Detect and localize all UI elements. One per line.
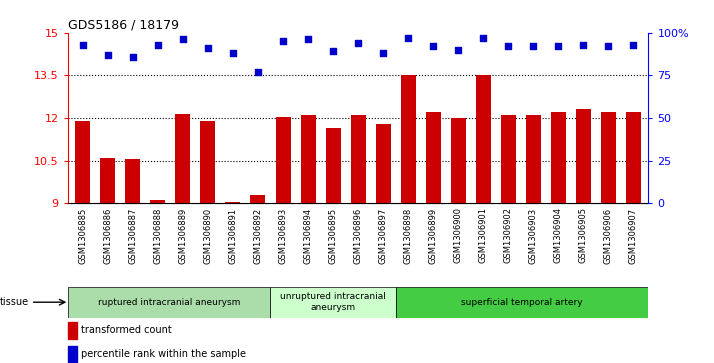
Point xyxy=(378,50,389,56)
Text: GSM1306887: GSM1306887 xyxy=(129,207,137,264)
Point xyxy=(152,42,164,48)
Text: GSM1306903: GSM1306903 xyxy=(528,207,538,264)
Text: transformed count: transformed count xyxy=(81,325,171,335)
Point xyxy=(503,44,514,49)
Text: superficial temporal artery: superficial temporal artery xyxy=(461,298,583,307)
Point xyxy=(327,49,338,54)
Point xyxy=(528,44,539,49)
Bar xyxy=(270,287,396,318)
Bar xyxy=(526,115,540,203)
Text: unruptured intracranial
aneurysm: unruptured intracranial aneurysm xyxy=(280,293,386,312)
Bar xyxy=(251,195,266,203)
Bar xyxy=(276,117,291,203)
Point xyxy=(603,44,614,49)
Bar xyxy=(326,128,341,203)
Point xyxy=(302,37,313,42)
Point xyxy=(127,54,139,60)
Text: tissue: tissue xyxy=(0,297,29,307)
Text: GDS5186 / 18179: GDS5186 / 18179 xyxy=(68,19,178,32)
Bar xyxy=(101,158,116,203)
Text: ruptured intracranial aneurysm: ruptured intracranial aneurysm xyxy=(98,298,240,307)
Point xyxy=(428,44,439,49)
Text: GSM1306898: GSM1306898 xyxy=(403,207,413,264)
Bar xyxy=(226,202,241,203)
Text: GSM1306892: GSM1306892 xyxy=(253,207,263,264)
Bar xyxy=(376,124,391,203)
Point xyxy=(553,44,564,49)
Point xyxy=(478,35,489,41)
Bar xyxy=(426,112,441,203)
Bar xyxy=(625,112,640,203)
Text: GSM1306906: GSM1306906 xyxy=(604,207,613,264)
Text: GSM1306893: GSM1306893 xyxy=(278,207,288,264)
Text: GSM1306900: GSM1306900 xyxy=(453,207,463,264)
Text: GSM1306902: GSM1306902 xyxy=(503,207,513,264)
Text: GSM1306890: GSM1306890 xyxy=(203,207,213,264)
Point xyxy=(578,42,589,48)
Point xyxy=(252,69,263,75)
Text: GSM1306896: GSM1306896 xyxy=(353,207,363,264)
Text: GSM1306899: GSM1306899 xyxy=(428,207,438,264)
Point xyxy=(102,52,114,58)
Bar xyxy=(396,287,648,318)
Point xyxy=(403,35,414,41)
Bar xyxy=(301,115,316,203)
Point xyxy=(177,37,188,42)
Point xyxy=(202,45,213,51)
Bar xyxy=(451,118,466,203)
Bar xyxy=(501,115,516,203)
Text: GSM1306891: GSM1306891 xyxy=(228,207,238,264)
Bar xyxy=(351,115,366,203)
Bar xyxy=(76,121,91,203)
Text: GSM1306905: GSM1306905 xyxy=(579,207,588,264)
Bar xyxy=(176,114,191,203)
Bar xyxy=(476,75,491,203)
Bar xyxy=(201,121,216,203)
Point xyxy=(352,40,363,46)
Bar xyxy=(68,287,270,318)
Point xyxy=(277,38,288,44)
Point xyxy=(628,42,639,48)
Text: GSM1306886: GSM1306886 xyxy=(104,207,112,264)
Text: GSM1306907: GSM1306907 xyxy=(629,207,638,264)
Text: GSM1306897: GSM1306897 xyxy=(378,207,388,264)
Text: percentile rank within the sample: percentile rank within the sample xyxy=(81,349,246,359)
Bar xyxy=(401,75,416,203)
Bar xyxy=(600,112,615,203)
Bar xyxy=(575,110,590,203)
Text: GSM1306888: GSM1306888 xyxy=(154,207,162,264)
Bar xyxy=(68,322,76,339)
Text: GSM1306885: GSM1306885 xyxy=(79,207,87,264)
Text: GSM1306904: GSM1306904 xyxy=(554,207,563,264)
Text: GSM1306895: GSM1306895 xyxy=(328,207,338,264)
Bar xyxy=(126,159,141,203)
Text: GSM1306901: GSM1306901 xyxy=(478,207,488,264)
Point xyxy=(227,50,238,56)
Bar xyxy=(151,200,166,203)
Bar xyxy=(550,112,565,203)
Text: GSM1306894: GSM1306894 xyxy=(303,207,313,264)
Point xyxy=(453,47,464,53)
Bar xyxy=(68,346,76,362)
Point xyxy=(77,42,89,48)
Text: GSM1306889: GSM1306889 xyxy=(178,207,188,264)
